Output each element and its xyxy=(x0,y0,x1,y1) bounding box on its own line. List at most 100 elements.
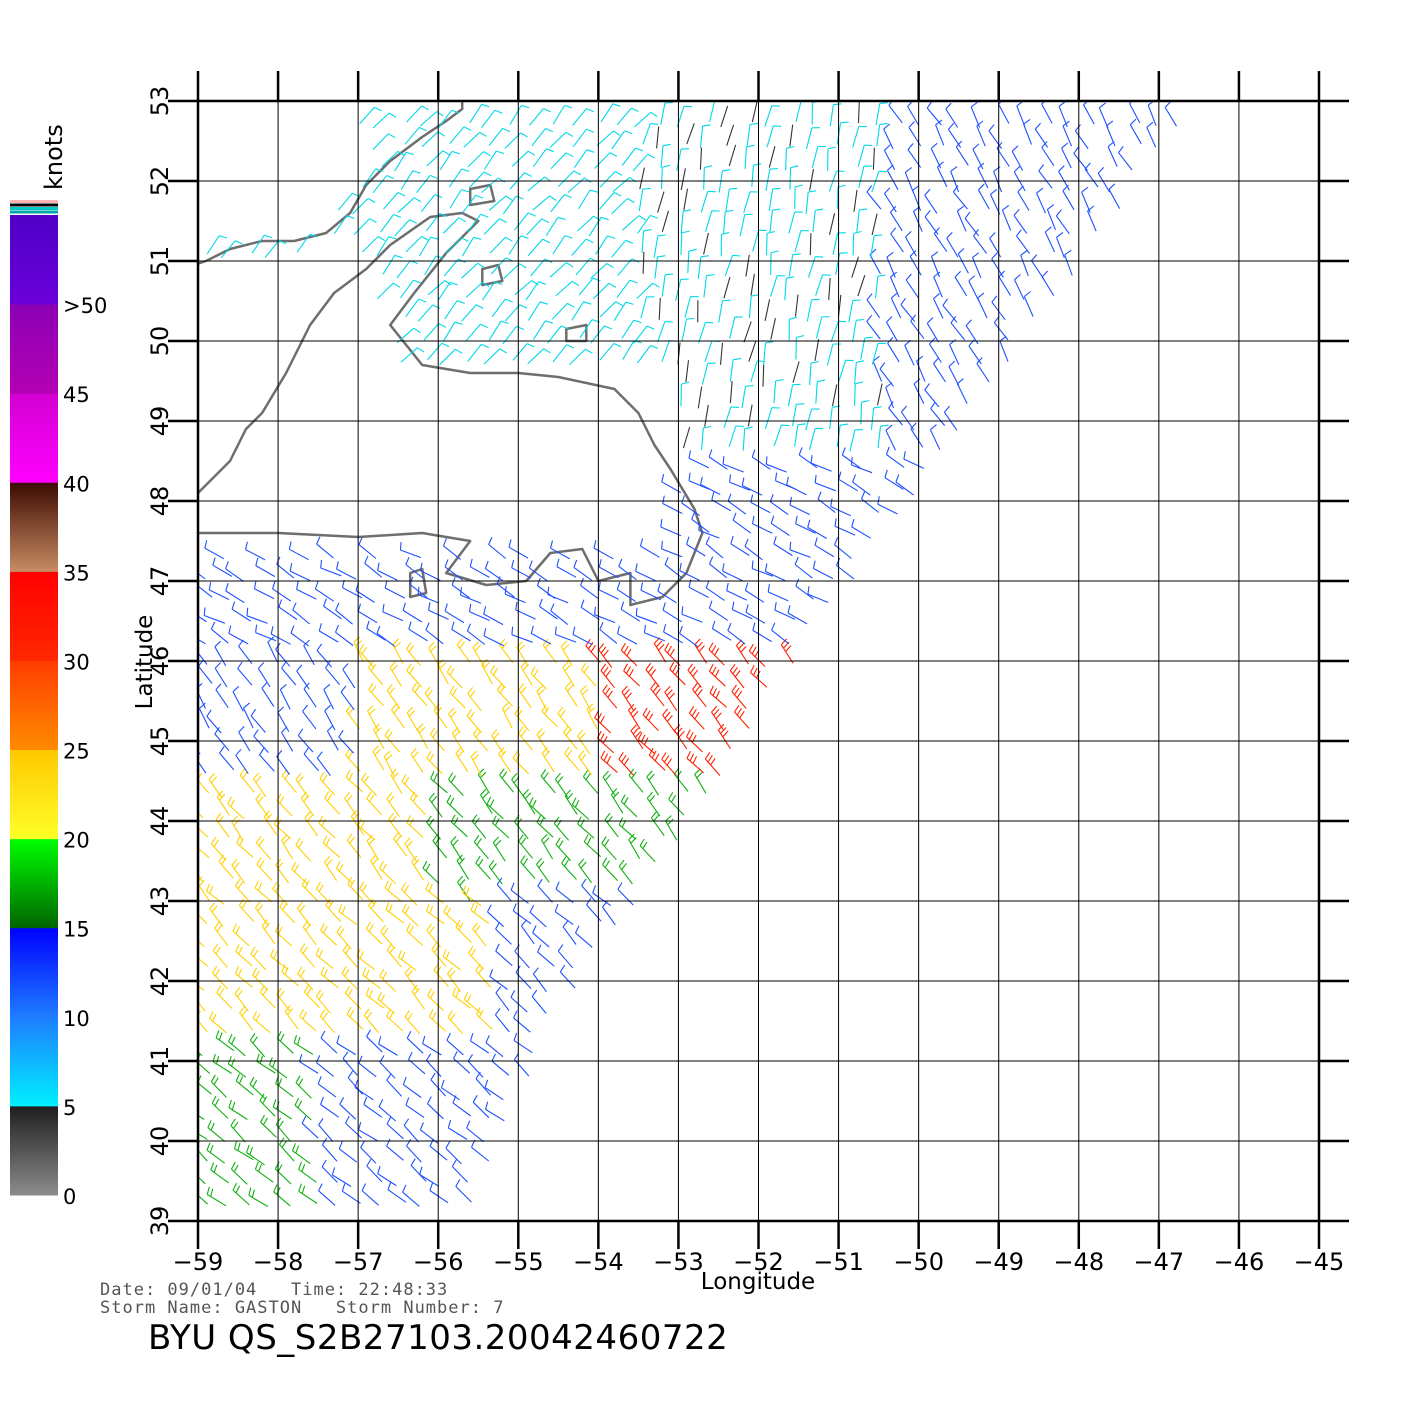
wind-barb xyxy=(351,810,363,834)
wind-barb xyxy=(532,990,546,1014)
wind-barb xyxy=(528,239,550,256)
wind-barb xyxy=(695,769,706,794)
wind-barb xyxy=(208,1120,225,1141)
wind-barb xyxy=(502,703,512,728)
wind-barb xyxy=(809,257,824,278)
wind-barb xyxy=(289,542,308,560)
wind-barb xyxy=(641,538,660,557)
wind-barb xyxy=(1024,292,1033,317)
wind-barb xyxy=(430,728,444,751)
wind-barb xyxy=(492,299,513,317)
wind-barb xyxy=(484,219,506,235)
wind-barb xyxy=(256,793,269,817)
lon-tick-label: −50 xyxy=(893,1248,944,1276)
wind-barb xyxy=(462,263,485,278)
wind-barb xyxy=(943,299,957,323)
wind-barb xyxy=(744,192,758,213)
islet xyxy=(482,265,502,285)
wind-barb xyxy=(1042,271,1054,296)
wind-barb xyxy=(420,1122,437,1143)
wind-barb xyxy=(872,214,877,236)
wind-barb xyxy=(340,1097,356,1119)
wind-barb xyxy=(1057,233,1065,258)
wind-barb xyxy=(451,815,467,837)
wind-barb xyxy=(299,1184,317,1204)
wind-barb xyxy=(404,1119,419,1142)
wind-barb xyxy=(424,324,446,341)
wind-barb xyxy=(562,857,577,880)
wind-barb xyxy=(297,582,317,600)
wind-barb xyxy=(1045,227,1054,252)
wind-barb xyxy=(534,321,553,340)
wind-barb xyxy=(859,166,872,188)
wind-barb xyxy=(971,102,979,127)
colorbar-band xyxy=(10,571,58,661)
wind-barb xyxy=(730,381,732,403)
wind-barb xyxy=(1062,143,1072,168)
wind-barb xyxy=(651,682,665,706)
wind-barb xyxy=(253,1011,270,1032)
wind-barb xyxy=(531,667,547,690)
wind-barb xyxy=(513,751,529,774)
wind-barb xyxy=(732,602,752,619)
wind-barb xyxy=(449,708,460,733)
wind-barb xyxy=(930,338,942,363)
wind-barb xyxy=(790,542,811,558)
wind-barb xyxy=(487,797,503,819)
wind-barb xyxy=(689,706,704,729)
wind-barb xyxy=(444,322,463,341)
wind-barb xyxy=(358,818,375,839)
wind-barb xyxy=(806,191,816,214)
wind-barb xyxy=(229,1034,246,1056)
wind-barb xyxy=(450,127,472,144)
colorbar-unit-label: knots xyxy=(40,124,68,190)
wind-barb xyxy=(402,904,418,926)
wind-barb xyxy=(969,276,979,301)
wind-barb xyxy=(512,560,531,578)
wind-barb xyxy=(426,623,443,644)
wind-barb xyxy=(468,687,482,711)
wind-barb xyxy=(279,600,297,620)
wind-barb xyxy=(682,606,703,622)
wind-barb xyxy=(853,232,861,256)
lat-tick-label: 51 xyxy=(146,246,174,277)
wind-barb xyxy=(358,604,377,623)
wind-barb xyxy=(886,383,894,408)
wind-barb xyxy=(326,899,341,922)
wind-barb xyxy=(380,969,396,991)
wind-barb xyxy=(519,835,533,859)
wind-barb xyxy=(325,791,340,814)
wind-barb xyxy=(771,276,786,297)
lat-tick-label: 47 xyxy=(146,566,174,597)
wind-barb xyxy=(320,772,335,795)
wind-barb xyxy=(855,361,865,384)
wind-barb xyxy=(641,297,655,318)
wind-barb xyxy=(542,705,558,728)
colorbar-band xyxy=(10,750,58,840)
wind-barb xyxy=(317,644,332,667)
lon-tick-label: −51 xyxy=(813,1248,864,1276)
wind-barb xyxy=(511,990,527,1012)
wind-barb xyxy=(771,318,776,340)
wind-barb xyxy=(721,106,728,127)
wind-barb xyxy=(810,429,824,450)
wind-barb xyxy=(852,257,859,278)
wind-barb xyxy=(946,103,958,127)
wind-barb xyxy=(387,1139,404,1160)
wind-barb xyxy=(647,792,660,816)
wind-barb xyxy=(380,861,396,883)
wind-barb xyxy=(444,259,465,276)
wind-barb xyxy=(712,706,724,730)
wind-barb xyxy=(486,1035,503,1056)
colorbar-label: 0 xyxy=(63,1185,76,1209)
wind-barb xyxy=(493,816,509,838)
wind-barb xyxy=(315,581,333,601)
wind-barb xyxy=(532,129,553,146)
wind-barb xyxy=(645,625,665,641)
wind-barb xyxy=(726,188,737,211)
wind-barb xyxy=(319,1118,333,1141)
wind-barb xyxy=(887,317,898,342)
wind-barb xyxy=(808,586,828,602)
wind-barb xyxy=(634,112,657,127)
wind-barb xyxy=(601,104,621,122)
